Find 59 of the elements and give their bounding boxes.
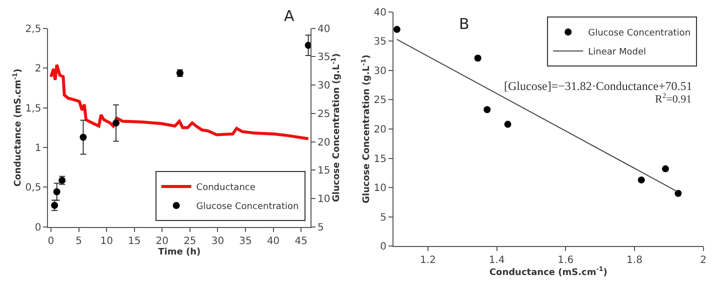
- chart-title: A: [284, 7, 295, 25]
- x-tick-label: 5: [76, 236, 82, 247]
- point: [112, 120, 120, 127]
- point: [504, 120, 512, 128]
- chart-title: B: [459, 15, 470, 33]
- annotation: [Glucose]=−31.82·Conductance+70.51: [504, 79, 692, 93]
- x-tick-label: 1.2: [420, 255, 436, 266]
- y2-tick-label: 40: [318, 24, 330, 35]
- y2-tick-label: 5: [318, 222, 324, 234]
- y2-tick-label: 20: [318, 137, 330, 148]
- y-tick-label: 0: [34, 222, 42, 234]
- legend-label: Linear Model: [588, 48, 646, 58]
- y2-tick-label: 35: [318, 52, 330, 64]
- x-tick-label: 0: [48, 236, 54, 247]
- y-tick-label: 35: [374, 36, 386, 48]
- x-tick-label: 1.4: [488, 255, 505, 266]
- annotation: R$^{2}$=0.91: [655, 91, 692, 106]
- y-tick-label: 40: [374, 7, 386, 18]
- y2-tick-label: 30: [318, 80, 330, 92]
- y-tick-label: 5: [380, 212, 386, 224]
- x-tick-label: 20: [156, 236, 169, 247]
- y-tick-label: 30: [374, 66, 386, 77]
- y-tick-label: 2: [34, 64, 42, 75]
- point: [53, 188, 60, 196]
- y2-tick-label: 15: [318, 166, 330, 177]
- y-tick-label: 2,5: [25, 24, 42, 35]
- x-axis-title: Conductance (mS.cm$^{-1}$): [489, 266, 608, 278]
- x-tick-label: 1.8: [626, 255, 642, 266]
- y-tick-label: 25: [374, 95, 386, 106]
- y2-tick-label: 25: [318, 108, 330, 120]
- y2-tick-label: 10: [318, 194, 330, 206]
- point: [474, 54, 482, 62]
- y-tick-label: 1: [34, 142, 42, 154]
- point: [484, 106, 491, 114]
- y-tick-label: 10: [374, 183, 386, 194]
- legend-label: Glucose Concentration: [588, 28, 691, 39]
- point: [393, 26, 400, 33]
- point: [662, 165, 669, 172]
- y-tick-label: 0,5: [25, 182, 42, 194]
- line-series: [49, 63, 310, 140]
- y-tick-label: 15: [374, 154, 386, 165]
- legend-label: Glucose Concentration: [196, 202, 299, 212]
- point: [674, 190, 682, 197]
- x-tick-label: 1.6: [558, 255, 574, 266]
- x-tick-label: 15: [128, 236, 141, 247]
- x-tick-label: 10: [100, 236, 113, 247]
- legend-label: Conductance: [196, 182, 256, 193]
- point: [304, 42, 311, 49]
- x-tick-label: 40: [266, 236, 280, 247]
- x-tick-label: 35: [239, 236, 252, 247]
- point: [80, 134, 87, 141]
- x-axis-title: Time (h): [158, 248, 201, 258]
- x-tick-label: 30: [211, 236, 224, 247]
- point: [638, 176, 645, 184]
- x-tick-label: 25: [184, 236, 196, 247]
- x-tick-label: 45: [294, 236, 308, 247]
- y-tick-label: 1,5: [25, 103, 42, 114]
- x-tick-label: 2: [700, 255, 707, 266]
- y-tick-label: 20: [374, 124, 386, 136]
